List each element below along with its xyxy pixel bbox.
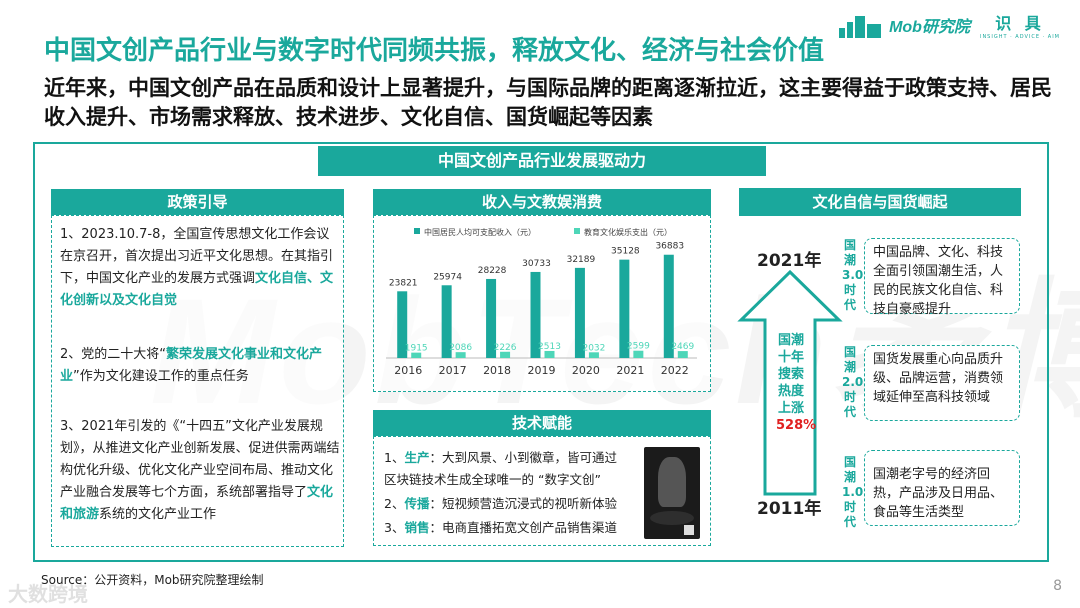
tech-item-3: 3、销售：电商直播拓宽文创产品销售渠道 (384, 520, 617, 535)
tech-item-1b: 区块链技术生成全球唯一的 “数字文创” (384, 472, 601, 487)
data-label: 35128 (611, 247, 640, 257)
income-chart: 中国居民人均可支配收入（元） 教育文化娱乐支出（元） 23821 1915 2016 25… (386, 227, 697, 377)
tech-item-1-text: ：大到风景、小到徽章，皆可通过 (429, 450, 617, 465)
income-header: 收入与文教娱消费 (373, 189, 711, 215)
bar-culture-spend (500, 351, 511, 358)
stage2-label: 国潮2.0时代 (842, 345, 864, 419)
data-label: 2226 (494, 343, 517, 353)
policy-item-2: 2、党的二十大将“繁荣发展文化事业和文化产业”作为文化建设工作的重点任务 (60, 344, 340, 388)
growth-arrow-icon (737, 269, 843, 496)
page-number: 8 (1053, 578, 1062, 594)
data-label: 2032 (582, 343, 605, 353)
legend-swatch (574, 228, 580, 234)
x-tick-label: 2018 (483, 364, 511, 377)
policy-item-1-highlight: 文化自信、文化创新以及文化自觉 (60, 271, 334, 308)
data-label: 32189 (567, 255, 596, 265)
policy-header: 政策引导 (51, 189, 344, 215)
stage3-label: 国潮3.0时代 (842, 238, 864, 312)
x-tick-label: 2021 (616, 364, 644, 377)
policy-panel: 1、2023.10.7-8，全国宣传思想文化工作会议在京召开，首次提出习近平文化… (51, 215, 344, 547)
bar-income (663, 254, 674, 358)
page-subtitle: 近年来，中国文创产品在品质和设计上显著提升，与国际品牌的距离逐渐拉近，这主要得益… (44, 76, 1052, 129)
frame-title: 中国文创产品行业发展驱动力 (318, 146, 766, 176)
logo-text: Mob研究院 (889, 19, 970, 36)
data-label: 1915 (405, 344, 428, 354)
policy-item-3: 3、2021年引发的《“十四五”文化产业发展规划》，从推进文化产业创新发展、促进… (60, 416, 340, 526)
drivers-frame: 中国文创产品行业发展驱动力 (33, 142, 1049, 562)
bottom-watermark: 大数跨境 (8, 582, 88, 606)
x-tick-label: 2017 (439, 364, 467, 377)
logo-mark-icon (839, 12, 883, 38)
data-label: 28228 (478, 266, 507, 276)
policy-item-1: 1、2023.10.7-8，全国宣传思想文化工作会议在京召开，首次提出习近平文化… (60, 224, 340, 312)
legend-label: 教育文化娱乐支出（元） (584, 227, 672, 237)
arrow-caption-text: 国潮十年搜索热度上涨 (777, 333, 804, 416)
tech-item-3-text: ：电商直播拓宽文创产品销售渠道 (429, 520, 617, 535)
page-title: 中国文创产品行业与数字时代同频共振，释放文化、经济与社会价值 (44, 36, 825, 66)
year-top: 2021年 (757, 251, 822, 271)
x-tick-label: 2019 (528, 364, 556, 377)
policy-item-2-highlight: 繁荣发展文化事业和文化产业 (60, 347, 323, 384)
logo-sub: 识 具 INSIGHT · ADVICE · AIM (980, 10, 1060, 40)
policy-item-2-text-b: ”作为文化建设工作的重点任务 (73, 369, 249, 384)
bar-culture-spend (411, 352, 422, 358)
tech-item-2: 2、传播：短视频营造沉浸式的视听新体验 (384, 496, 617, 511)
logo-sub-small: INSIGHT · ADVICE · AIM (979, 34, 1060, 40)
data-label: 2513 (538, 342, 561, 352)
bar-culture-spend (588, 352, 599, 358)
confidence-header: 文化自信与国货崛起 (739, 188, 1021, 216)
x-tick-label: 2022 (661, 364, 689, 377)
bar-culture-spend (455, 352, 466, 358)
bar-culture-spend (544, 350, 555, 358)
brand-logo: Mob研究院 识 具 INSIGHT · ADVICE · AIM (839, 10, 1060, 40)
tech-item-1-label: 生产 (404, 450, 430, 465)
data-label: 36883 (655, 242, 684, 252)
stage3-box: 中国品牌、文化、科技全面引领国潮生活，人民的民族文化自信、科技自豪感提升 (864, 238, 1020, 317)
arrow-caption: 国潮十年搜索热度上涨 528% (776, 332, 816, 434)
bar-culture-spend (677, 351, 688, 358)
source-note: Source：公开资料，Mob研究院整理绘制 (41, 573, 264, 587)
digital-collectible-image (644, 447, 700, 539)
stage1-label: 国潮1.0时代 (842, 455, 864, 529)
tech-panel: 1、生产：大到风景、小到徽章，皆可通过 区块链技术生成全球唯一的 “数字文创” … (373, 436, 711, 546)
policy-item-1-text: 1、2023.10.7-8，全国宣传思想文化工作会议在京召开，首次提出习近平文化… (60, 227, 334, 286)
legend-label: 中国居民人均可支配收入（元） (424, 227, 536, 237)
tech-item-2-text: ：短视频营造沉浸式的视听新体验 (429, 496, 617, 511)
policy-item-3-highlight: 文化和旅游 (60, 485, 334, 522)
data-label: 2599 (627, 342, 650, 352)
bar-income (486, 278, 497, 358)
data-label: 2086 (449, 343, 472, 353)
bar-income (441, 285, 452, 358)
policy-item-3-text-b: 系统的文化产业工作 (99, 507, 217, 522)
policy-item-2-text-a: 2、党的二十大将“ (60, 347, 167, 362)
data-label: 30733 (522, 259, 551, 269)
bar-income (397, 291, 408, 358)
bar-culture-spend (633, 350, 644, 358)
tech-item-1: 1、生产：大到风景、小到徽章，皆可通过 (384, 450, 617, 465)
legend-swatch (414, 228, 420, 234)
logo-sub-text: 识 具 (995, 14, 1045, 33)
year-bottom: 2011年 (757, 499, 822, 519)
bar-income (619, 259, 630, 358)
data-label: 25974 (433, 272, 462, 282)
policy-item-3-text-a: 3、2021年引发的《“十四五”文化产业发展规划》，从推进文化产业创新发展、促进… (60, 419, 340, 500)
tech-item-3-label: 销售 (404, 520, 430, 535)
x-tick-label: 2020 (572, 364, 600, 377)
stage1-box: 国潮老字号的经济回热，产品涉及日用品、食品等生活类型 (864, 450, 1020, 526)
bar-income (574, 267, 585, 358)
arrow-caption-percent: 528% (776, 418, 817, 433)
bar-income (530, 271, 541, 358)
x-tick-label: 2016 (394, 364, 422, 377)
data-label: 23821 (389, 278, 418, 288)
tech-header: 技术赋能 (373, 410, 711, 436)
income-chart-panel: 中国居民人均可支配收入（元） 教育文化娱乐支出（元） 23821 1915 2016 25… (373, 215, 711, 392)
data-label: 2469 (671, 342, 694, 352)
stage2-box: 国货发展重心向品质升级、品牌运营，消费领域延伸至高科技领域 (864, 345, 1020, 421)
tech-item-2-label: 传播 (404, 496, 430, 511)
